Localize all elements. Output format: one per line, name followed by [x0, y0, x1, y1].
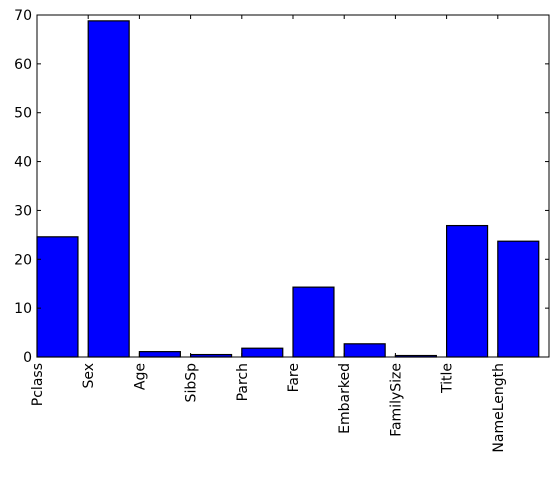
x-tick-label: Title — [440, 363, 456, 394]
x-tick-label: Pclass — [30, 363, 46, 406]
x-tick-label: FamilySize — [388, 363, 404, 437]
bar — [343, 343, 386, 358]
y-tick-label: 20 — [14, 252, 32, 268]
y-tick-label: 30 — [14, 203, 32, 219]
bar — [497, 240, 540, 358]
bar — [446, 224, 489, 358]
bar — [36, 236, 79, 358]
bar — [241, 347, 284, 358]
bar — [292, 286, 335, 358]
bar — [87, 20, 130, 358]
y-tick-label: 50 — [14, 106, 32, 122]
y-tick-label: 60 — [14, 57, 32, 73]
x-tick-label: Sex — [81, 363, 97, 389]
x-tick-label: Parch — [235, 363, 251, 401]
plot-frame — [36, 14, 550, 358]
x-tick-label: NameLength — [491, 363, 507, 453]
y-tick-label: 0 — [23, 350, 32, 366]
x-tick-label: SibSp — [184, 363, 200, 403]
y-tick-label: 70 — [14, 8, 32, 24]
x-tick-label: Age — [132, 363, 148, 390]
x-tick-label: Fare — [286, 363, 302, 392]
bar — [138, 351, 181, 358]
y-tick-label: 40 — [14, 155, 32, 171]
x-tick-label: Embarked — [337, 363, 353, 434]
y-tick-label: 10 — [14, 301, 32, 317]
